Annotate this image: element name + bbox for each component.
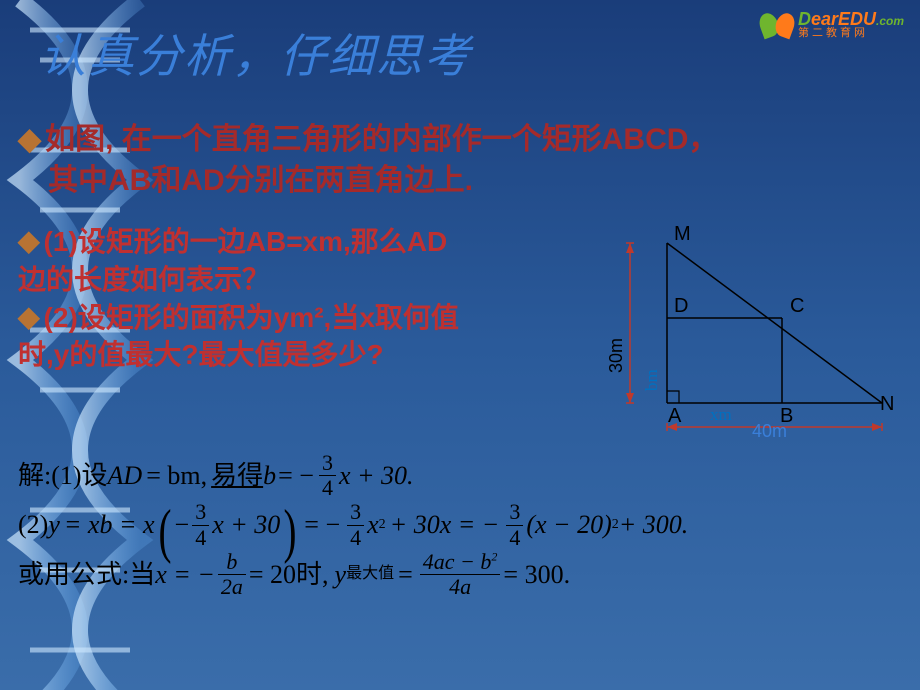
q1-line1: ◆ (1)设矩形的一边AB=xm,那么AD xyxy=(18,223,578,261)
logo-initial: D xyxy=(798,9,811,29)
sol2-sq: 2 xyxy=(379,512,386,539)
sol2-neg1: − xyxy=(175,500,190,549)
solutions: 解:(1)设 AD = bm, 易得 b = − 3 4 x + 30. (2)… xyxy=(18,451,902,599)
intro-text-2: 其中AB和AD分别在两直角边上. xyxy=(48,161,473,202)
question-text: ◆ (1)设矩形的一边AB=xm,那么AD 边的长度如何表示？ ◆ (2)设矩形… xyxy=(18,223,578,443)
lparen: ( xyxy=(158,509,171,554)
dim-bm: bm xyxy=(642,369,662,391)
sol2-mid3: (x − 20) xyxy=(526,500,611,549)
sol2-frac1: 34 xyxy=(192,500,209,549)
q1-text-1: (1)设矩形的一边AB=xm,那么AD xyxy=(44,223,448,261)
sol-line-2: (2) y = xb = x ( − 34 x + 30 ) = − 34 x2… xyxy=(18,500,902,549)
sol1-eq1: = bm, xyxy=(146,451,207,500)
sol2-plus: + 30x = − xyxy=(390,500,500,549)
logo-rest: earEDU xyxy=(811,9,876,29)
sol2-x: x xyxy=(367,500,379,549)
q2-text-1: (2)设矩形的面积为ym²,当x取何值 xyxy=(44,299,459,337)
q2-line2: 时,y的值最大?最大值是多少? xyxy=(18,336,578,374)
bullet-icon: ◆ xyxy=(18,120,41,161)
bullet-icon: ◆ xyxy=(18,299,40,337)
s3f2n: 4ac − b2 xyxy=(420,550,501,574)
sol2-pre: (2) xyxy=(18,500,48,549)
content-area: ◆ 如图, 在一个直角三角形的内部作一个矩形ABCD， 其中AB和AD分别在两直… xyxy=(18,120,902,599)
label-M: M xyxy=(674,223,691,246)
leaf-right xyxy=(772,10,797,39)
geometry-figure: M D C A B N 30m bm xm 40m xyxy=(582,223,902,443)
logo: DearEDU.com 第二教育网 xyxy=(760,10,904,39)
logo-tld: .com xyxy=(876,14,904,28)
sol2-eq: = − xyxy=(304,500,340,549)
dim-xm: xm xyxy=(710,405,732,425)
sol2-frac2: 34 xyxy=(347,500,364,549)
dim-30m: 30m xyxy=(606,338,627,373)
sol2-xb: = xb = x xyxy=(64,500,155,549)
sol2-mid1: x + 30 xyxy=(212,500,280,549)
sol1-pre: 解:(1)设 xyxy=(18,451,108,500)
intro-text-1: 如图, 在一个直角三角形的内部作一个矩形ABCD， xyxy=(45,120,718,161)
sol-line-3: 或用公式:当 x = − b2a = 20时, y 最大值 = 4ac − b2… xyxy=(18,550,902,599)
sol3-tail: = 300. xyxy=(503,550,570,599)
s3f1n: b xyxy=(223,550,240,574)
f2d: 4 xyxy=(347,526,364,550)
question-block: ◆ (1)设矩形的一边AB=xm,那么AD 边的长度如何表示？ ◆ (2)设矩形… xyxy=(18,223,902,443)
label-C: C xyxy=(790,295,804,318)
figure-svg xyxy=(582,223,902,443)
rparen: ) xyxy=(284,509,297,554)
sol3-frac2: 4ac − b2 4a xyxy=(420,550,501,599)
sol2-tail: + 300. xyxy=(619,500,689,549)
sol2-y: y xyxy=(48,500,60,549)
sol1-frac-d: 4 xyxy=(319,476,336,500)
q1-line2: 边的长度如何表示？ xyxy=(18,261,578,299)
sol1-neg: = − xyxy=(278,451,314,500)
s3f1d: 2a xyxy=(218,575,246,599)
f2n: 3 xyxy=(347,500,364,524)
sol1-kw: 易得 xyxy=(211,451,263,500)
logo-subtitle: 第二教育网 xyxy=(798,28,904,39)
dim-40m: 40m xyxy=(752,421,787,442)
sol2-frac3: 34 xyxy=(506,500,523,549)
sol2-sq2: 2 xyxy=(612,512,619,539)
label-A: A xyxy=(668,405,681,428)
q2-text-2: 时,y的值最大?最大值是多少? xyxy=(18,336,384,374)
f1d: 4 xyxy=(192,526,209,550)
sol1-AD: AD xyxy=(108,451,143,500)
s3f2d: 4a xyxy=(446,575,474,599)
sol3-pre: 或用公式:当 xyxy=(18,550,155,599)
sol1-frac: 3 4 xyxy=(319,451,336,500)
sol-line-1: 解:(1)设 AD = bm, 易得 b = − 3 4 x + 30. xyxy=(18,451,902,500)
slide-title: 认真分析，仔细思考 xyxy=(40,20,472,86)
label-D: D xyxy=(674,295,688,318)
logo-leaf-icon xyxy=(760,13,794,37)
sol1-b: b xyxy=(263,451,276,500)
sol3-eq: = xyxy=(398,550,413,599)
q1-text-2: 边的长度如何表示？ xyxy=(18,261,270,299)
q2-line1: ◆ (2)设矩形的面积为ym²,当x取何值 xyxy=(18,299,578,337)
f1n: 3 xyxy=(192,500,209,524)
f3n: 3 xyxy=(506,500,523,524)
bullet-icon: ◆ xyxy=(18,223,40,261)
sol3-frac1: b2a xyxy=(218,550,246,599)
sol1-frac-n: 3 xyxy=(319,451,336,475)
label-N: N xyxy=(880,393,894,416)
logo-text: DearEDU.com xyxy=(798,10,904,28)
intro-line-2: 其中AB和AD分别在两直角边上. xyxy=(18,161,902,202)
sol1-tail: x + 30. xyxy=(339,451,414,500)
sol3-y: y xyxy=(335,550,347,599)
intro-line-1: ◆ 如图, 在一个直角三角形的内部作一个矩形ABCD， xyxy=(18,120,902,161)
sol3-sub: 最大值 xyxy=(346,559,394,589)
f3d: 4 xyxy=(506,526,523,550)
